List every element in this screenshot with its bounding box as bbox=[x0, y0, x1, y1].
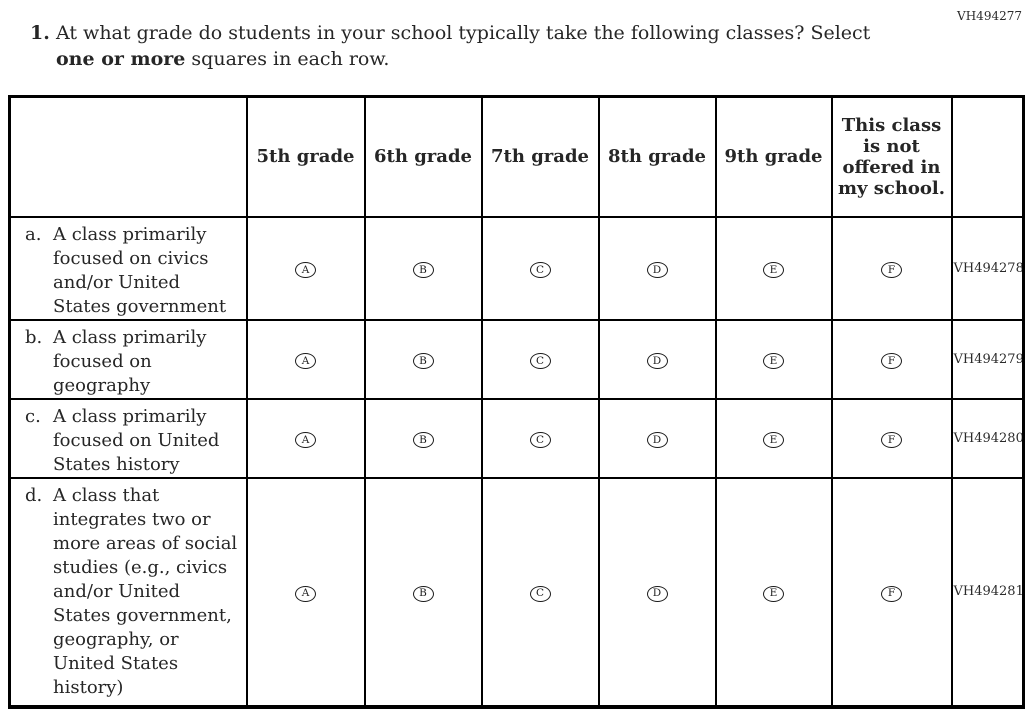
row-d-label: A class that integrates two or more area… bbox=[53, 484, 238, 698]
row-b-stub: b. A class primarily focused on geograph… bbox=[8, 318, 248, 400]
row-d-bubble-7th-grade[interactable]: C bbox=[529, 585, 551, 602]
row-d-letter: d. bbox=[25, 484, 43, 506]
form-code: VH494277 bbox=[957, 9, 1022, 23]
row-a-bubble-7th-grade[interactable]: C bbox=[529, 262, 551, 279]
row-d-bubble-9th-grade[interactable]: E bbox=[763, 585, 784, 602]
row-d-bubble-6th-grade[interactable]: B bbox=[412, 585, 434, 602]
question-text: At what grade do students in your school… bbox=[56, 20, 870, 72]
row-b-bubble-6th-grade[interactable]: B bbox=[412, 353, 434, 370]
row-b-bubble-9th-grade[interactable]: E bbox=[763, 353, 784, 370]
row-c-bubble-7th-grade[interactable]: C bbox=[529, 432, 551, 449]
table-row-a: a. A class primarily focused on civics a… bbox=[8, 215, 1025, 321]
row-a-letter: a. bbox=[25, 223, 42, 245]
column-header-9th-grade: 9th grade bbox=[714, 95, 833, 218]
row-c-label: A class primarily focused on United Stat… bbox=[53, 405, 220, 475]
row-a-bubble-6th-grade[interactable]: B bbox=[412, 262, 434, 279]
row-b-label: A class primarily focused on geography bbox=[53, 326, 207, 396]
row-d-bubble-not-offered[interactable]: F bbox=[881, 585, 902, 602]
row-c-bubble-8th-grade[interactable]: D bbox=[646, 432, 668, 449]
table-row-d: d. A class that integrates two or more a… bbox=[8, 476, 1025, 708]
question-1: 1. At what grade do students in your sch… bbox=[30, 20, 910, 72]
row-c-letter: c. bbox=[25, 405, 41, 427]
row-b-bubble-7th-grade[interactable]: C bbox=[529, 353, 551, 370]
row-d-code: VH494281 bbox=[950, 476, 1025, 708]
row-c-stub: c. A class primarily focused on United S… bbox=[8, 397, 248, 479]
row-d-bubble-8th-grade[interactable]: D bbox=[646, 585, 668, 602]
question-number: 1. bbox=[30, 22, 50, 44]
row-b-bubble-5th-grade[interactable]: A bbox=[295, 353, 316, 370]
column-header-5th-grade: 5th grade bbox=[245, 95, 366, 218]
row-c-bubble-6th-grade[interactable]: B bbox=[412, 432, 434, 449]
header-row: 5th grade 6th grade 7th grade 8th grade … bbox=[8, 95, 1025, 218]
row-d-stub: d. A class that integrates two or more a… bbox=[8, 476, 248, 708]
row-a-bubble-9th-grade[interactable]: E bbox=[763, 262, 784, 279]
column-header-8th-grade: 8th grade bbox=[597, 95, 717, 218]
table-row-b: b. A class primarily focused on geograph… bbox=[8, 318, 1025, 400]
column-header-7th-grade: 7th grade bbox=[480, 95, 600, 218]
row-c-bubble-not-offered[interactable]: F bbox=[881, 432, 902, 449]
row-c-bubble-9th-grade[interactable]: E bbox=[763, 432, 784, 449]
row-d-bubble-5th-grade[interactable]: A bbox=[295, 585, 316, 602]
header-blank-code bbox=[950, 95, 1025, 218]
row-c-code: VH494280 bbox=[950, 397, 1025, 479]
row-b-code: VH494279 bbox=[950, 318, 1025, 400]
row-a-bubble-8th-grade[interactable]: D bbox=[646, 262, 668, 279]
table-row-c: c. A class primarily focused on United S… bbox=[8, 397, 1025, 479]
question-bold-phrase: one or more bbox=[56, 48, 186, 70]
row-a-code: VH494278 bbox=[950, 215, 1025, 321]
row-c-bubble-5th-grade[interactable]: A bbox=[295, 432, 316, 449]
row-a-stub: a. A class primarily focused on civics a… bbox=[8, 215, 248, 321]
row-b-bubble-not-offered[interactable]: F bbox=[881, 353, 902, 370]
row-a-bubble-not-offered[interactable]: F bbox=[881, 262, 902, 279]
row-a-bubble-5th-grade[interactable]: A bbox=[295, 262, 316, 279]
question-line1: At what grade do students in your school… bbox=[56, 22, 871, 44]
header-blank-stub bbox=[8, 95, 248, 218]
column-header-6th-grade: 6th grade bbox=[363, 95, 483, 218]
row-a-label: A class primarily focused on civics and/… bbox=[53, 223, 227, 317]
row-b-bubble-8th-grade[interactable]: D bbox=[646, 353, 668, 370]
question-line2-rest: squares in each row. bbox=[185, 48, 390, 70]
grade-selection-table: 5th grade 6th grade 7th grade 8th grade … bbox=[8, 95, 1025, 709]
row-b-letter: b. bbox=[25, 326, 43, 348]
column-header-not-offered: This class is not offered in my school. bbox=[830, 95, 953, 218]
